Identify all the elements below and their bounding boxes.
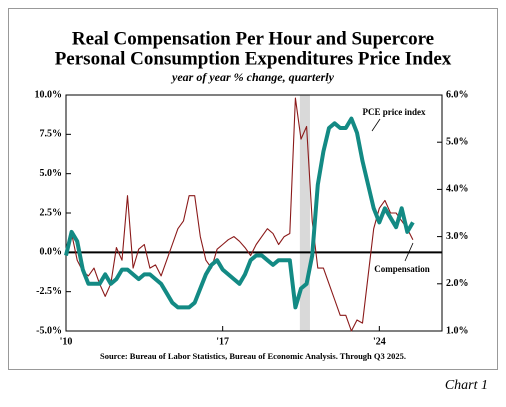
annotation: PCE price index: [363, 107, 426, 117]
x-tick-label: '24: [373, 336, 386, 347]
series-line: [64, 116, 415, 310]
y2-tick-label: 2.0%: [446, 278, 469, 289]
chart-frame: [8, 8, 498, 370]
y2-tick-label: 4.0%: [446, 184, 469, 195]
chart-title: Personal Consumption Expenditures Price …: [55, 48, 452, 69]
y-tick-label: 5.0%: [40, 168, 63, 179]
y-tick-label: -5.0%: [36, 325, 62, 336]
chart-title: Real Compensation Per Hour and Supercore: [72, 28, 434, 49]
shaded-span: [299, 95, 310, 331]
y-tick-label: 10.0%: [35, 89, 63, 100]
y-tick-label: 0.0%: [40, 247, 63, 258]
annotation-arrow: [404, 242, 414, 262]
y2-tick-label: 6.0%: [446, 89, 469, 100]
y-tick-label: 2.5%: [40, 207, 63, 218]
y2-tick-label: 3.0%: [446, 231, 469, 242]
x-tick-label: '17: [216, 336, 229, 347]
series-line: [65, 97, 414, 332]
chart-subtitle: year of year % change, quarterly: [170, 70, 335, 84]
annotation: Compensation: [374, 264, 430, 274]
y2-tick-label: 1.0%: [446, 325, 469, 336]
chart-number: Chart 1: [445, 378, 488, 393]
annotation-arrow: [371, 118, 381, 132]
y-tick-label: 7.5%: [40, 129, 63, 140]
source-note: Source: Bureau of Labor Statistics, Bure…: [100, 351, 406, 361]
x-tick-label: '10: [60, 336, 73, 347]
y2-tick-label: 5.0%: [446, 136, 469, 147]
y-tick-label: -2.5%: [36, 286, 62, 297]
